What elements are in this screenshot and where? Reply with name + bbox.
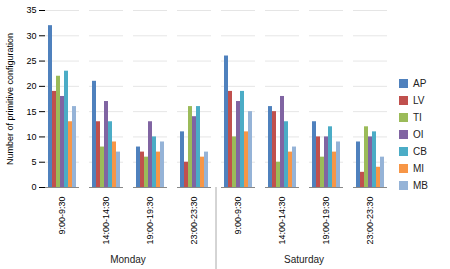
svg-text:23:00-23:30: 23:00-23:30 xyxy=(365,197,375,245)
html-text:MB: MB xyxy=(413,180,428,191)
svg-text:Saturday: Saturday xyxy=(284,254,324,265)
svg-text:15: 15 xyxy=(26,107,36,117)
svg-text:20: 20 xyxy=(26,81,36,91)
svg-text:25: 25 xyxy=(26,56,36,66)
svg-text:19:00-19:30: 19:00-19:30 xyxy=(321,197,331,245)
svg-text:23:00-23:30: 23:00-23:30 xyxy=(189,197,199,245)
svg-text:9:00-9:30: 9:00-9:30 xyxy=(57,197,67,235)
svg-text:Number of primitive configurat: Number of primitive configuration xyxy=(5,33,15,165)
html-text:AP: AP xyxy=(413,78,427,89)
svg-text:Monday: Monday xyxy=(110,254,146,265)
svg-text:0: 0 xyxy=(31,182,36,192)
svg-text:5: 5 xyxy=(31,157,36,167)
svg-text:9:00-9:30: 9:00-9:30 xyxy=(233,197,243,235)
svg-text:10: 10 xyxy=(26,132,36,142)
svg-text:14:00-14:30: 14:00-14:30 xyxy=(277,197,287,245)
html-text:MI: MI xyxy=(413,163,425,174)
html-text:OI: OI xyxy=(413,129,424,140)
svg-text:35: 35 xyxy=(26,5,36,15)
html-text:LV: LV xyxy=(413,95,425,106)
html-text:TI: TI xyxy=(413,112,422,123)
html-text:CB: CB xyxy=(413,146,427,157)
svg-text:14:00-14:30: 14:00-14:30 xyxy=(101,197,111,245)
svg-text:19:00-19:30: 19:00-19:30 xyxy=(145,197,155,245)
svg-text:30: 30 xyxy=(26,31,36,41)
